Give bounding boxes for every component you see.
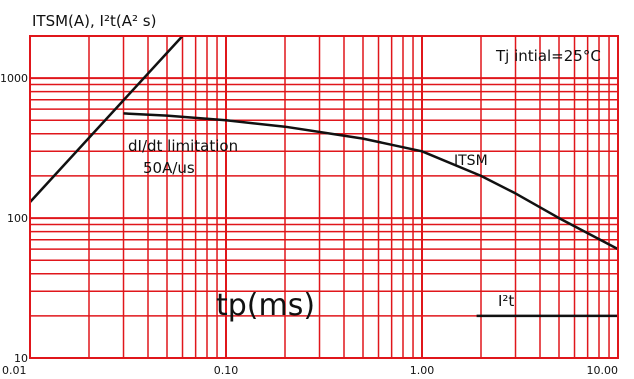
annotation-rate: 50A/us [143, 159, 195, 177]
x-tick-label: 10.00 [587, 364, 619, 377]
series-line-2 [29, 35, 184, 203]
y-tick-label: 100 [7, 212, 28, 225]
y-tick-label: 1000 [0, 72, 28, 85]
x-tick-label: 0.10 [214, 364, 239, 377]
chart-grid [29, 35, 618, 359]
series-line-0 [123, 112, 619, 251]
x-tick-label: 0.01 [2, 364, 27, 377]
y-tick-label: 10 [14, 352, 28, 365]
axis-ticks: 0.01 0.10 1.00 10.00 10 100 1000 [0, 72, 618, 377]
annotation-tj: Tj intial=25°C [495, 47, 601, 65]
annotation-itsm: ITSM [454, 153, 488, 169]
x-tick-label: 1.00 [410, 364, 435, 377]
plot-frame [29, 35, 619, 359]
chart-series [29, 35, 619, 318]
x-axis-label: tp(ms) [216, 288, 315, 323]
annotation-i2t: I²t [498, 292, 514, 310]
chart-title: ITSM(A), I²t(A² s) [32, 12, 156, 30]
annotation-didt: dI/dt limitation [128, 137, 238, 155]
